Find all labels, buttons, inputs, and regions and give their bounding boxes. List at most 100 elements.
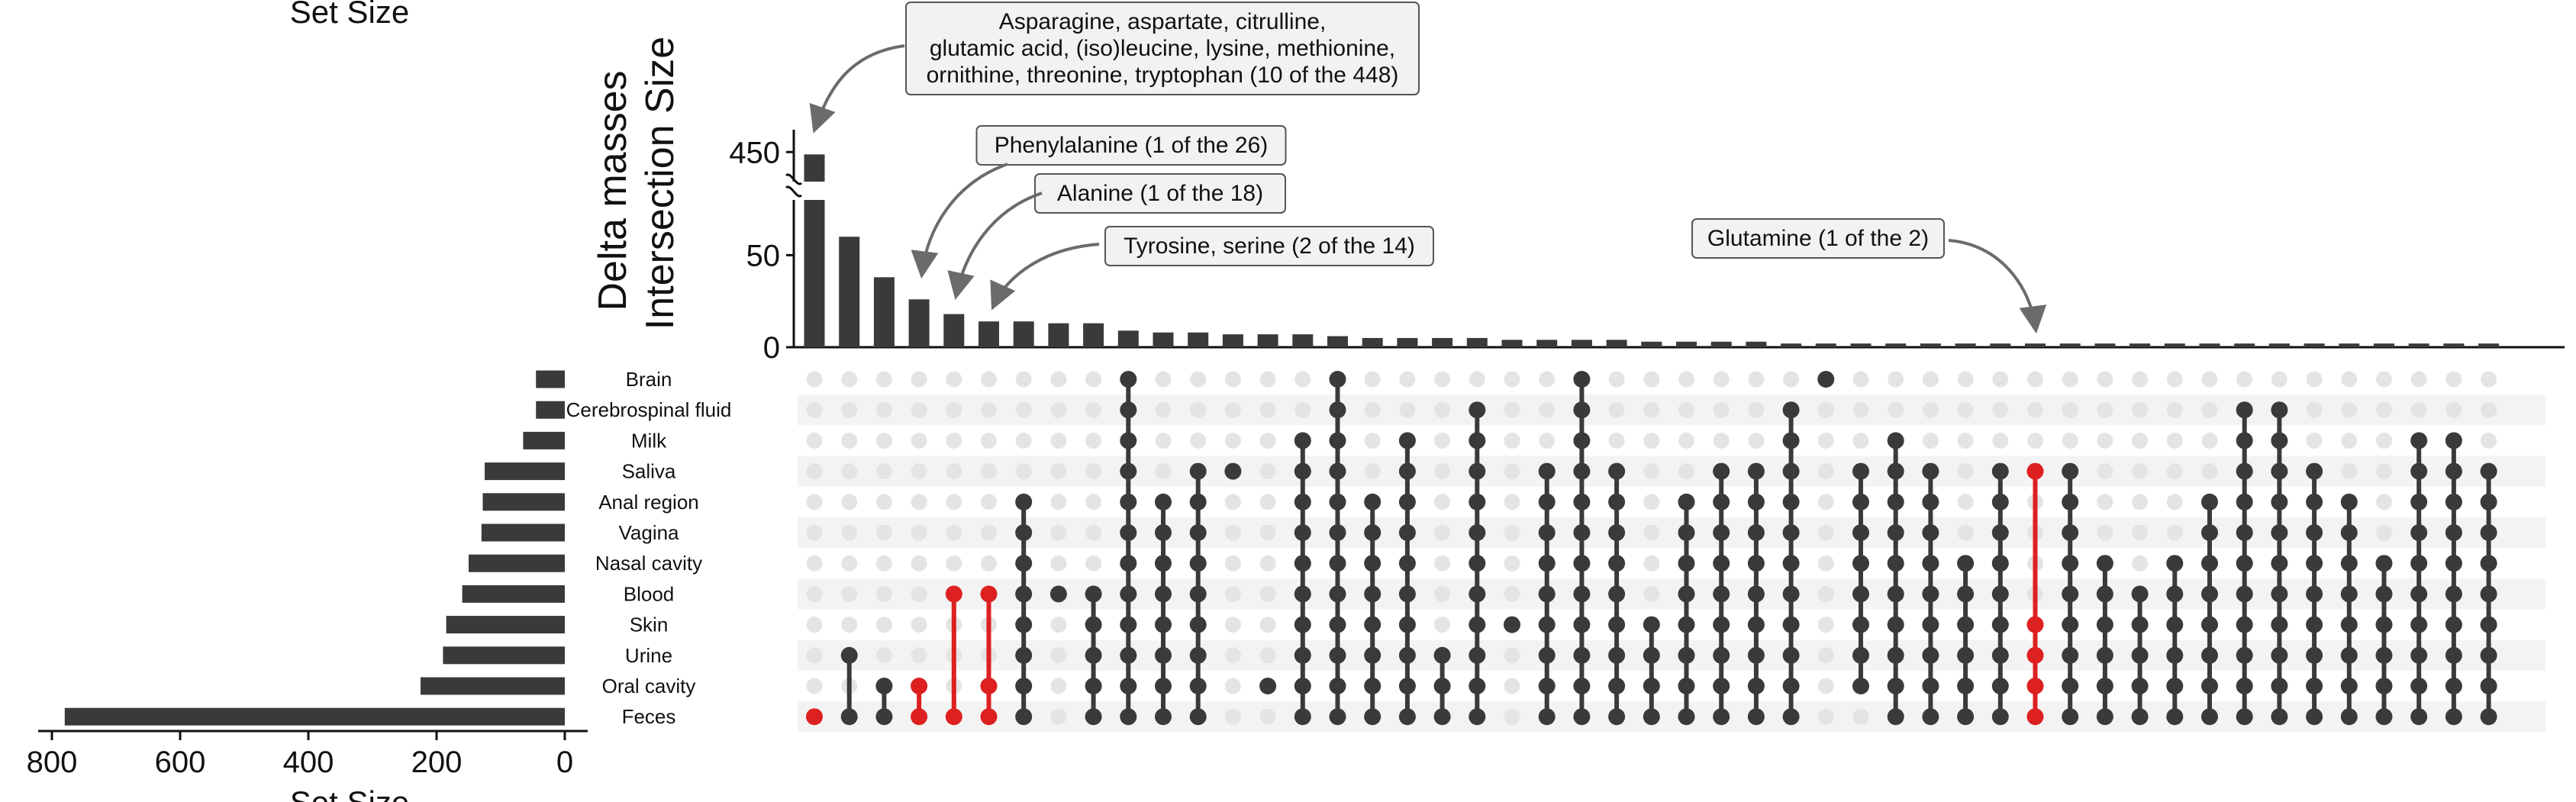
matrix-dot-active	[1957, 616, 1975, 633]
intersection-bar	[1362, 337, 1383, 347]
matrix-dot-inactive	[806, 617, 823, 633]
intersection-bar	[2304, 343, 2325, 347]
matrix-dot-inactive	[2132, 555, 2149, 572]
matrix-dot-active	[1469, 493, 1486, 511]
matrix-dot-active	[1852, 524, 1869, 541]
matrix-dot-active	[1678, 585, 1695, 603]
matrix-dot-active	[1155, 524, 1172, 541]
matrix-dot-inactive	[1922, 401, 1939, 418]
matrix-dot-active	[1991, 493, 2009, 511]
matrix-dot-active	[1015, 493, 1033, 511]
set-size-bar	[536, 370, 565, 388]
matrix-dot-active	[2062, 616, 2079, 633]
matrix-dot-inactive	[1364, 463, 1381, 480]
matrix-dot-active	[1433, 678, 1451, 694]
matrix-dot-active	[1538, 616, 1556, 633]
matrix-dot-inactive	[1259, 494, 1276, 511]
annotation-text: Phenylalanine (1 of the 26)	[995, 133, 1269, 158]
matrix-dot-inactive	[911, 617, 927, 633]
matrix-dot-inactive	[1399, 401, 1416, 418]
matrix-dot-active	[1398, 708, 1416, 726]
set-label: Feces	[622, 705, 676, 728]
intersection-bar	[2199, 343, 2220, 347]
matrix-dot-active	[1887, 493, 1904, 511]
matrix-dot-inactive	[1085, 494, 1102, 511]
matrix-dot-inactive	[1748, 432, 1765, 449]
matrix-dot-active	[1887, 524, 1904, 541]
matrix-dot-active	[1747, 585, 1765, 603]
matrix-dot-active	[1085, 678, 1102, 694]
set-size-axis: 800 600 400 200 0 Set Size	[27, 730, 588, 802]
matrix-dot-inactive	[1539, 401, 1556, 418]
matrix-dot-active	[2166, 616, 2184, 633]
matrix-dot-inactive	[1748, 401, 1765, 418]
set-label: Oral cavity	[602, 675, 696, 697]
matrix-dot-inactive	[841, 555, 858, 572]
matrix-dot-active	[1538, 524, 1556, 541]
matrix-dot-inactive	[1852, 432, 1869, 449]
set-size-bar	[482, 493, 565, 511]
matrix-dot-active	[2445, 646, 2462, 664]
axis-break-mark	[785, 173, 803, 185]
matrix-dot-active	[1852, 616, 1869, 633]
matrix-dot-active	[1294, 708, 1311, 726]
matrix-dot-inactive	[1259, 524, 1276, 541]
matrix-dot-active	[1678, 524, 1695, 541]
intersection-bar	[1955, 343, 1976, 347]
intersection-axis-title: Delta masses Intersection Size	[591, 37, 682, 330]
matrix-dot-active	[1782, 493, 1800, 511]
set-label: Skin	[630, 614, 669, 636]
set-label: Cerebrospinal fluid	[566, 398, 732, 421]
matrix-dot-inactive	[2097, 524, 2113, 541]
matrix-dot-active	[2236, 524, 2253, 541]
matrix-dot-active	[2236, 708, 2253, 726]
annotation-box	[1034, 173, 1286, 214]
matrix-dot-active	[2271, 678, 2288, 694]
matrix-dot-active	[1538, 708, 1556, 726]
intersection-bar	[1466, 337, 1488, 347]
matrix-dot-active	[1608, 555, 1626, 572]
matrix-dot-active	[1643, 708, 1660, 726]
matrix-dot-active	[1433, 708, 1451, 726]
matrix-dot-active	[2236, 678, 2253, 694]
matrix-dot-active	[1398, 524, 1416, 541]
matrix-dot-inactive	[2376, 494, 2392, 511]
matrix-dot-active	[2236, 646, 2253, 664]
set-size-tick-label: 0	[556, 746, 573, 779]
matrix-dot-active	[1398, 555, 1416, 572]
matrix-dot-active	[840, 708, 858, 726]
matrix-dot-active	[1120, 371, 1137, 388]
matrix-dot-inactive	[1922, 432, 1939, 449]
matrix-dot-active	[2480, 462, 2497, 480]
matrix-dot-active	[2340, 616, 2358, 633]
matrix-dot-active	[1608, 678, 1626, 694]
membership-matrix	[806, 371, 2497, 726]
matrix-dot-inactive	[1504, 401, 1520, 418]
matrix-dot-active	[2306, 555, 2323, 572]
matrix-dot-active	[2062, 555, 2079, 572]
matrix-dot-active	[2375, 555, 2393, 572]
matrix-dot-inactive	[1224, 524, 1241, 541]
intersection-bar	[1153, 332, 1174, 347]
matrix-dot-active	[2096, 555, 2113, 572]
matrix-dot-active	[1573, 432, 1591, 449]
matrix-dot-active	[2026, 462, 2044, 480]
matrix-dot-active	[1294, 524, 1311, 541]
matrix-dot-active	[2480, 616, 2497, 633]
matrix-dot-inactive	[1259, 371, 1276, 388]
matrix-dot-active	[2236, 616, 2253, 633]
set-size-tick-label: 600	[155, 746, 206, 779]
set-size-bar	[481, 523, 565, 542]
matrix-dot-inactive	[1224, 494, 1241, 511]
matrix-dot-active	[1678, 555, 1695, 572]
matrix-dot-active	[1189, 462, 1207, 480]
intersection-bar	[2129, 343, 2151, 347]
matrix-dot-active	[1747, 646, 1765, 664]
set-size-bar	[523, 431, 565, 449]
matrix-dot-inactive	[1713, 432, 1730, 449]
matrix-dot-active	[2271, 524, 2288, 541]
matrix-dot-active	[1608, 524, 1626, 541]
matrix-dot-active	[2480, 493, 2497, 511]
matrix-dot-inactive	[1504, 647, 1520, 664]
matrix-dot-active	[1678, 678, 1695, 694]
